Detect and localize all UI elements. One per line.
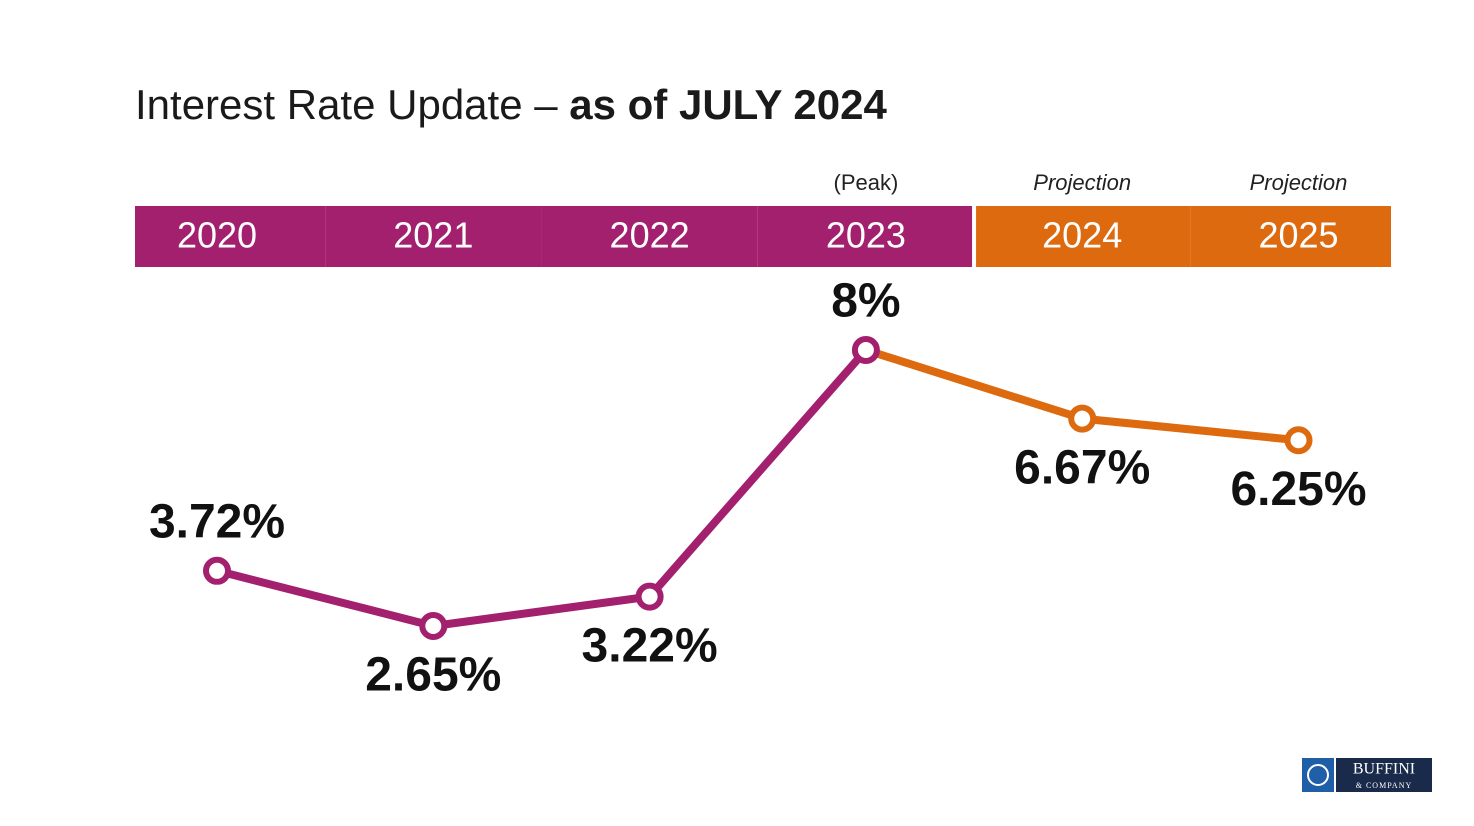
value-label: 6.67% xyxy=(1014,441,1150,494)
category-note: (Peak) xyxy=(834,170,899,195)
logo-emblem xyxy=(1307,764,1329,786)
line-segment xyxy=(1081,414,1299,445)
value-label: 6.25% xyxy=(1230,463,1366,516)
value-label: 8% xyxy=(831,275,900,328)
line-segment xyxy=(432,592,651,630)
data-point xyxy=(1284,426,1313,455)
x-tick-label: 2022 xyxy=(610,215,690,256)
logo-name: BUFFINI xyxy=(1353,761,1415,778)
category-band xyxy=(325,206,542,267)
title-text: Interest Rate Update – xyxy=(135,81,558,128)
category-note: Projection xyxy=(1033,170,1131,195)
logo-subtitle: & COMPANY xyxy=(1356,781,1413,790)
line-segment xyxy=(216,566,435,630)
category-band xyxy=(757,206,973,267)
logo: BUFFINI & COMPANY xyxy=(1302,758,1432,792)
logo-box xyxy=(1336,758,1432,792)
category-band xyxy=(976,206,1191,267)
line-segment xyxy=(646,347,869,600)
x-tick-label: 2021 xyxy=(393,215,473,256)
data-point xyxy=(419,612,448,640)
x-tick-label: 2025 xyxy=(1258,215,1338,256)
data-point xyxy=(203,556,231,585)
value-label: 3.22% xyxy=(582,619,718,672)
category-note: Projection xyxy=(1250,170,1348,195)
category-band xyxy=(1190,206,1391,267)
data-point xyxy=(1068,404,1097,433)
value-label: 2.65% xyxy=(365,649,501,702)
category-band xyxy=(135,206,326,267)
x-tick-label: 2024 xyxy=(1042,215,1122,256)
x-tick-label: 2020 xyxy=(177,215,257,256)
title-emphasis: as of JULY 2024 xyxy=(569,81,887,128)
chart-title: Interest Rate Update – as of JULY 2024 xyxy=(135,81,887,128)
line-segment xyxy=(864,346,1084,423)
category-band xyxy=(541,206,758,267)
value-label: 3.72% xyxy=(149,495,285,548)
data-point xyxy=(635,582,664,611)
x-tick-label: 2023 xyxy=(826,215,906,256)
data-point xyxy=(851,336,880,364)
logo-icon xyxy=(1302,758,1334,792)
